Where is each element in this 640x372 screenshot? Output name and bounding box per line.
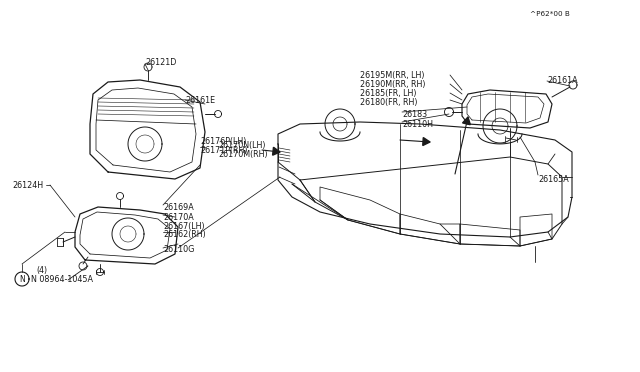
Polygon shape <box>463 117 470 125</box>
Text: 26183: 26183 <box>402 109 427 119</box>
Text: 26176P(LH): 26176P(LH) <box>200 137 246 145</box>
Text: 26161E: 26161E <box>185 96 215 105</box>
Text: 26110H: 26110H <box>402 119 433 128</box>
Text: 26124H: 26124H <box>12 180 43 189</box>
Text: 26110G: 26110G <box>163 246 195 254</box>
Text: 26180(FR, RH): 26180(FR, RH) <box>360 97 417 106</box>
Polygon shape <box>423 138 430 145</box>
Text: 26185(FR, LH): 26185(FR, LH) <box>360 89 417 97</box>
Text: 26167(LH): 26167(LH) <box>163 221 205 231</box>
Text: N 08964-1045A: N 08964-1045A <box>31 275 93 283</box>
Text: 26161A: 26161A <box>547 76 578 84</box>
Text: 26170N(LH): 26170N(LH) <box>218 141 266 150</box>
Text: (4): (4) <box>36 266 47 275</box>
Text: 26170A: 26170A <box>163 212 194 221</box>
Text: N: N <box>19 275 25 283</box>
Text: 26165A: 26165A <box>538 174 569 183</box>
Polygon shape <box>273 147 280 155</box>
Text: 26190M(RR, RH): 26190M(RR, RH) <box>360 80 426 89</box>
Text: 26170M(RH): 26170M(RH) <box>218 150 268 158</box>
Text: 26171P(RH): 26171P(RH) <box>200 145 248 154</box>
Text: 26121D: 26121D <box>145 58 177 67</box>
Text: 26195M(RR, LH): 26195M(RR, LH) <box>360 71 424 80</box>
Text: ^P62*00 B: ^P62*00 B <box>530 11 570 17</box>
Text: 26169A: 26169A <box>163 202 194 212</box>
Text: 26162(RH): 26162(RH) <box>163 230 205 238</box>
